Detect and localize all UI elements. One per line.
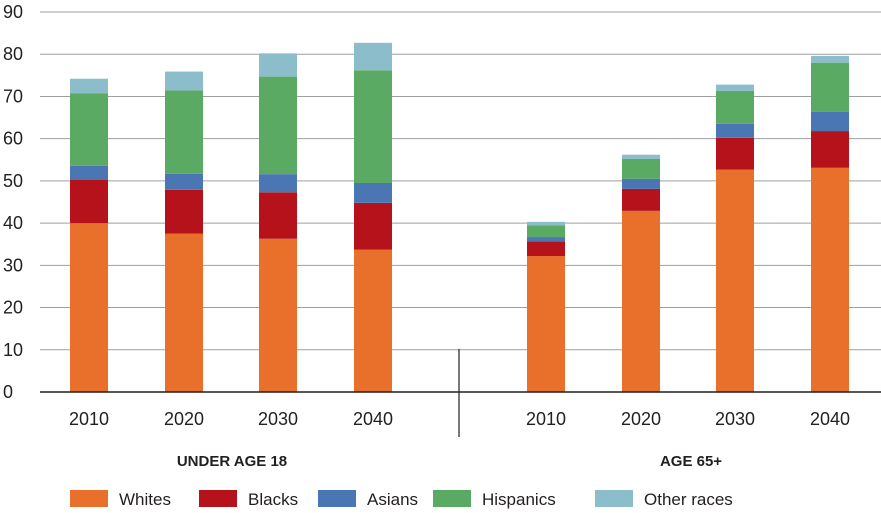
y-tick-label: 70 — [3, 86, 23, 106]
x-tick-label: 2010 — [69, 409, 109, 429]
x-tick-label: 2030 — [715, 409, 755, 429]
bar-segment-blacks — [165, 189, 203, 234]
bar-segment-other-races — [527, 221, 565, 226]
x-tick-label: 2020 — [621, 409, 661, 429]
legend-swatch — [70, 490, 108, 507]
y-tick-label: 50 — [3, 171, 23, 191]
bar-segment-asians — [165, 173, 203, 190]
bar-segment-asians — [716, 123, 754, 138]
bar-segment-asians — [811, 111, 849, 132]
bar-segment-other-races — [622, 154, 660, 159]
x-tick-label: 2010 — [526, 409, 566, 429]
bar-segment-hispanics — [259, 76, 297, 175]
bar-segment-blacks — [716, 137, 754, 170]
bar-segment-other-races — [354, 42, 392, 71]
bar-segment-blacks — [622, 188, 660, 211]
bar-segment-hispanics — [527, 225, 565, 238]
y-tick-label: 60 — [3, 129, 23, 149]
bar-segment-hispanics — [811, 62, 849, 112]
legend-label: Other races — [644, 490, 733, 509]
bar-segment-whites — [259, 238, 297, 392]
bar-segment-blacks — [527, 241, 565, 257]
bar-segment-whites — [527, 256, 565, 392]
x-tick-label: 2030 — [258, 409, 298, 429]
bar-segment-other-races — [259, 53, 297, 77]
bar-segment-blacks — [354, 202, 392, 250]
legend-swatch — [595, 490, 633, 507]
group-label: AGE 65+ — [660, 453, 722, 470]
bar-segment-asians — [70, 165, 108, 180]
y-tick-label: 90 — [3, 2, 23, 22]
bar-segment-hispanics — [354, 70, 392, 183]
legend-swatch — [318, 490, 356, 507]
bar-segment-blacks — [811, 131, 849, 168]
bar-segment-hispanics — [716, 90, 754, 124]
y-tick-label: 20 — [3, 298, 23, 318]
bar-segment-asians — [527, 237, 565, 242]
y-tick-label: 40 — [3, 213, 23, 233]
bar-segment-whites — [811, 167, 849, 392]
legend-label: Whites — [119, 490, 171, 509]
bar-segment-whites — [354, 249, 392, 392]
x-tick-label: 2020 — [164, 409, 204, 429]
legend-label: Hispanics — [482, 490, 556, 509]
y-tick-label: 30 — [3, 255, 23, 275]
bar-segment-blacks — [259, 192, 297, 239]
bar-segment-whites — [165, 233, 203, 392]
bar-segment-whites — [70, 223, 108, 392]
bar-segment-asians — [354, 183, 392, 203]
bar-segment-other-races — [716, 84, 754, 91]
x-tick-label: 2040 — [353, 409, 393, 429]
legend-label: Blacks — [248, 490, 298, 509]
bar-segment-other-races — [165, 71, 203, 91]
bar-segment-blacks — [70, 179, 108, 224]
bar-segment-other-races — [811, 55, 849, 63]
group-label: UNDER AGE 18 — [177, 453, 287, 470]
y-tick-label: 0 — [3, 382, 13, 402]
x-tick-label: 2040 — [810, 409, 850, 429]
bar-segment-other-races — [70, 78, 108, 94]
y-tick-label: 80 — [3, 44, 23, 64]
legend-label: Asians — [367, 490, 418, 509]
legend-swatch — [199, 490, 237, 507]
bar-segment-asians — [622, 178, 660, 189]
bar-segment-whites — [716, 169, 754, 392]
bar-segment-asians — [259, 174, 297, 193]
y-tick-label: 10 — [3, 340, 23, 360]
bar-segment-hispanics — [70, 93, 108, 166]
bar-segment-hispanics — [622, 158, 660, 179]
bar-segment-hispanics — [165, 90, 203, 174]
legend-swatch — [433, 490, 471, 507]
bar-segment-whites — [622, 210, 660, 392]
